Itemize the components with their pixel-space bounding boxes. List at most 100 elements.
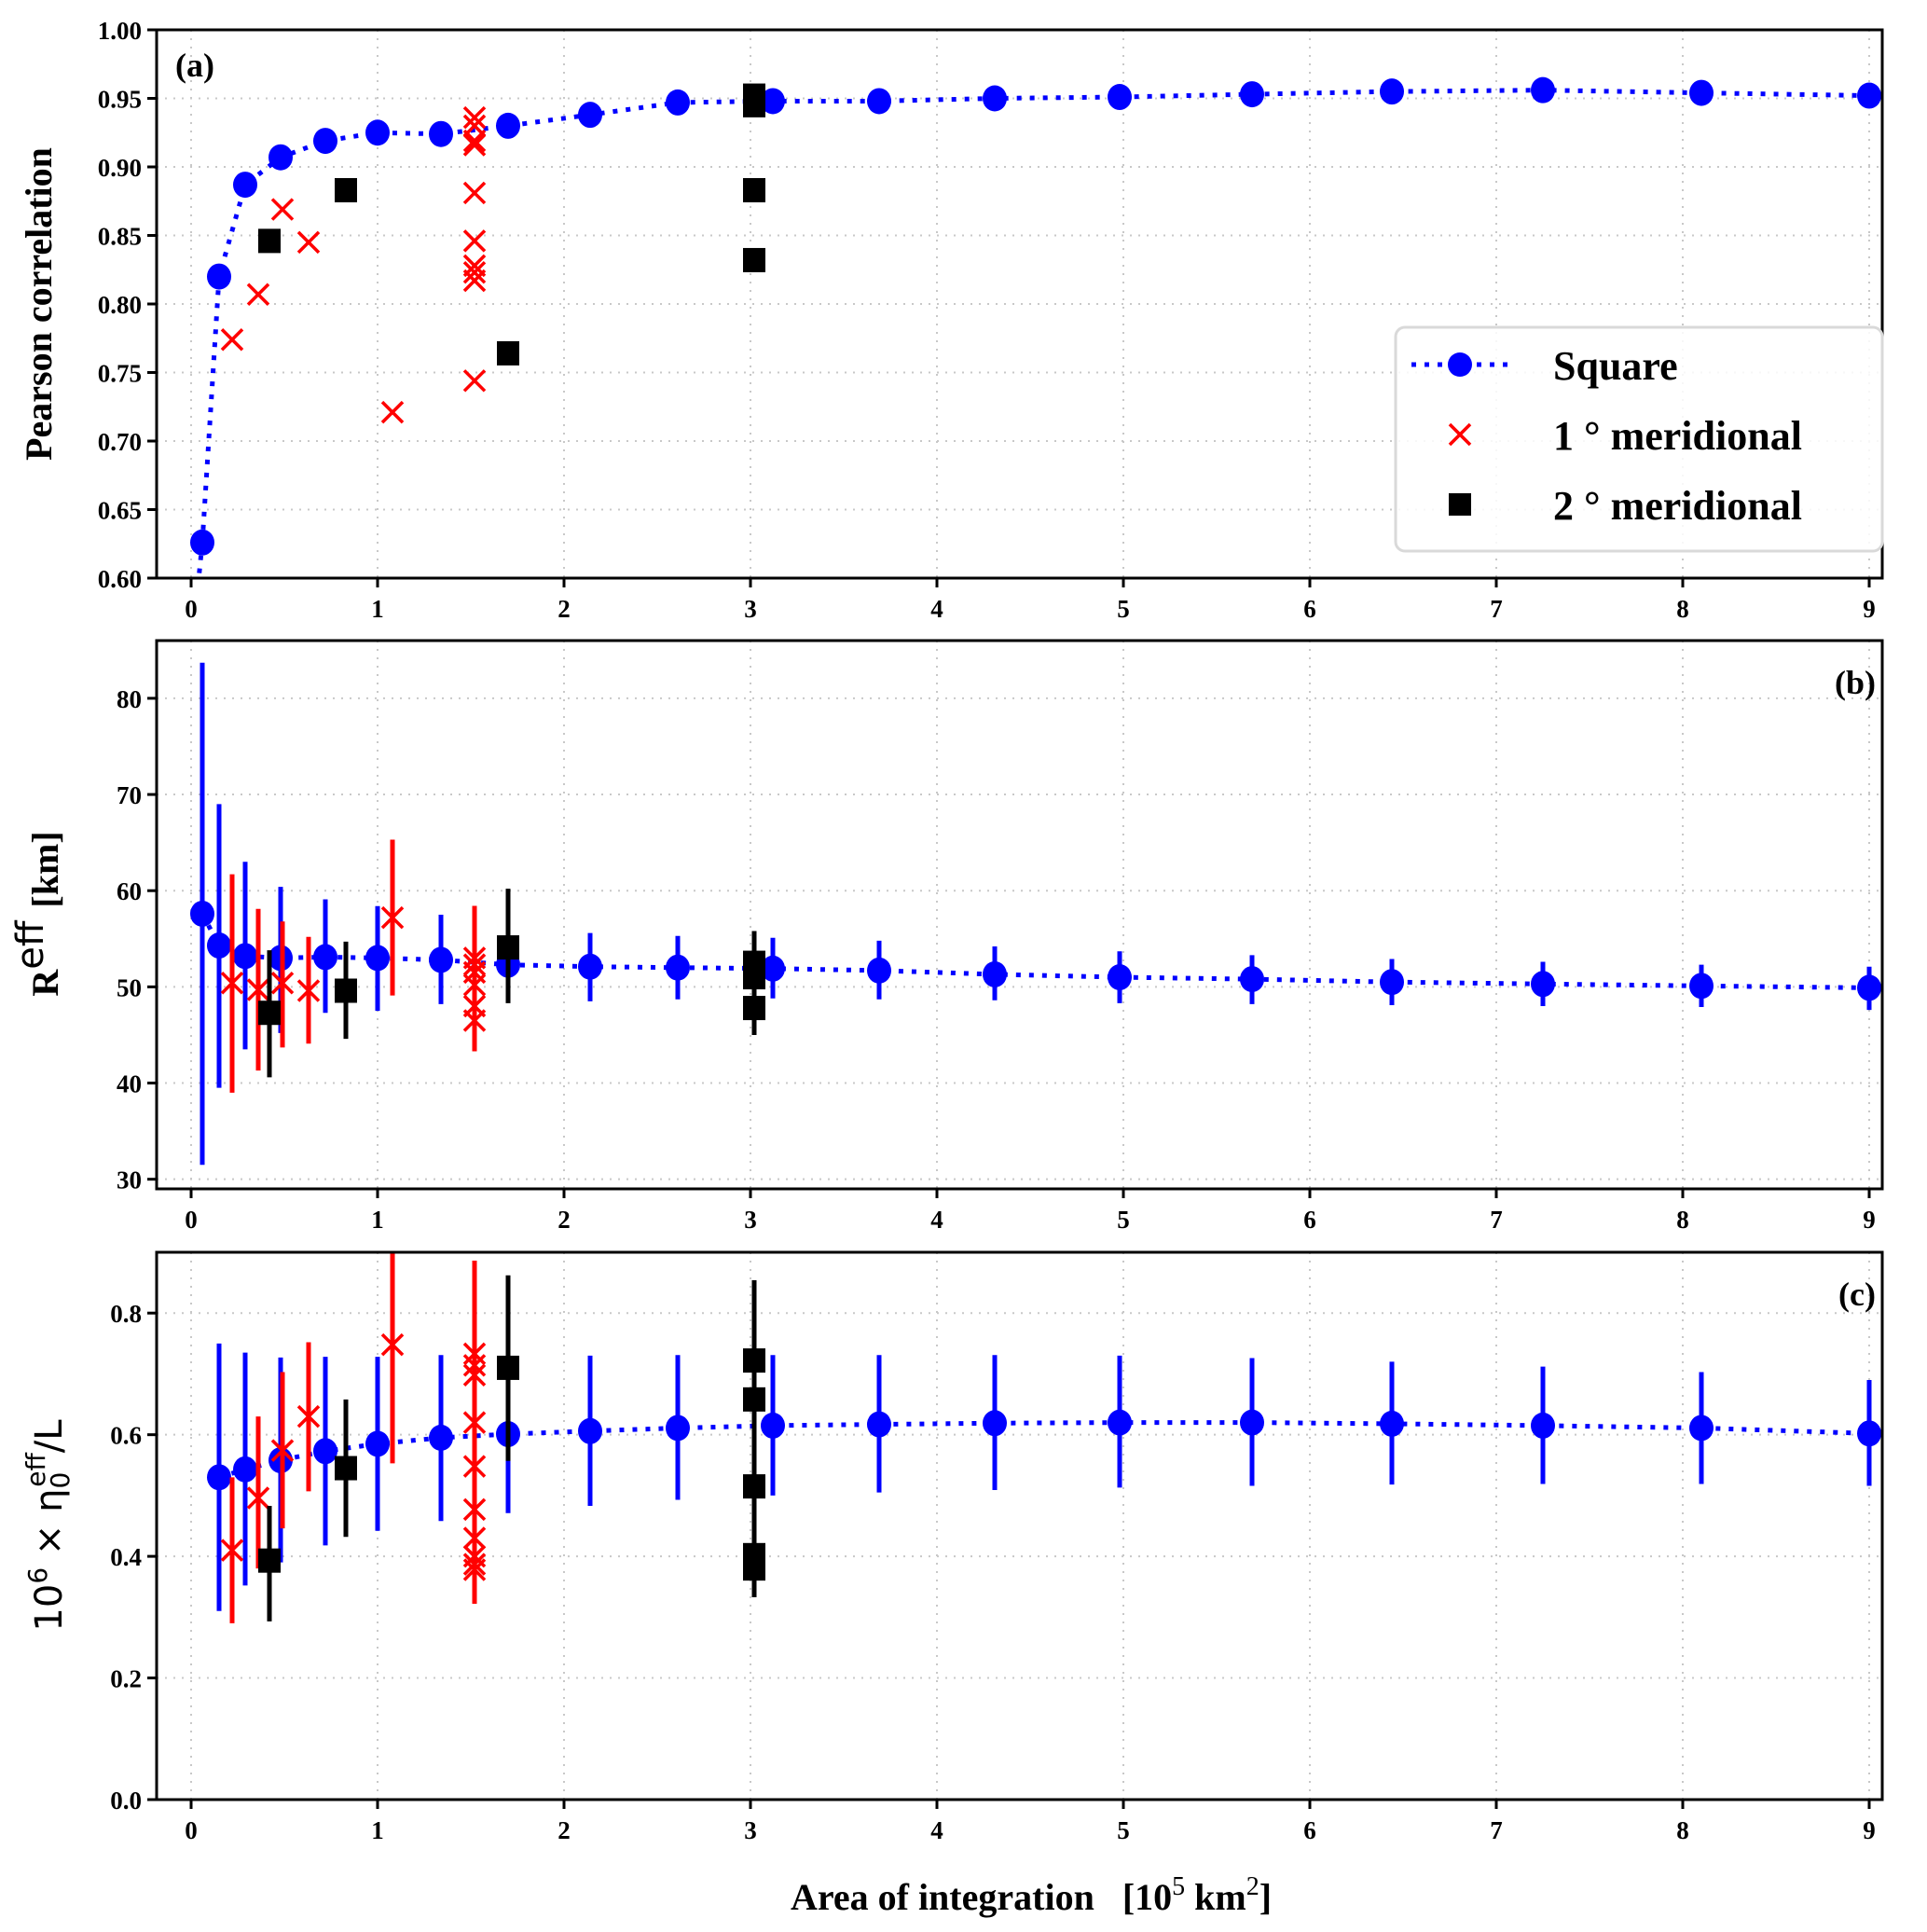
y-title-sub-0: 0 xyxy=(45,1472,76,1489)
data-point-circle xyxy=(313,128,337,155)
panel-c-data xyxy=(207,1252,1881,1623)
data-point-circle xyxy=(1857,1420,1881,1447)
x-stroke xyxy=(462,1497,487,1522)
data-point-x xyxy=(462,1411,487,1434)
panel-c-label: (c) xyxy=(1838,1276,1876,1313)
y-tick-label: 0.65 xyxy=(98,497,142,525)
x-stroke xyxy=(462,973,487,997)
data-point-circle xyxy=(429,120,453,147)
x-stroke xyxy=(462,1552,487,1576)
x-stroke xyxy=(296,1404,321,1428)
y-tick-label: 70 xyxy=(117,781,142,809)
panel-b-frame xyxy=(155,639,1884,1191)
x-stroke xyxy=(220,972,244,995)
data-point-x xyxy=(380,400,405,424)
data-point-circle xyxy=(1380,78,1404,105)
data-point-circle xyxy=(1240,1409,1264,1436)
x-tick-label: 4 xyxy=(930,595,943,623)
data-point-x xyxy=(220,327,244,352)
data-point-circle xyxy=(1689,79,1714,106)
x-stroke xyxy=(462,1526,487,1550)
x-tick-label: 2 xyxy=(557,1816,571,1844)
x-tick-label: 2 xyxy=(557,595,571,623)
data-point-circle xyxy=(578,102,602,129)
data-point-circle xyxy=(1380,1410,1404,1437)
series-square xyxy=(190,662,1881,1166)
y-title-sup-eff: eff xyxy=(21,1452,51,1486)
x-stroke xyxy=(462,1354,487,1377)
x-tick-label: 7 xyxy=(1490,1206,1503,1234)
x-stroke xyxy=(270,198,295,221)
data-point-circle xyxy=(1857,974,1881,1001)
data-point-square xyxy=(335,1456,357,1481)
panel-a-ticks: 0 1 2 3 4 5 6 7 8 9 0.60 0.65 0.70 0.75 0.80 0.85 0.90 0.… xyxy=(98,17,1876,623)
panel-c-grid xyxy=(157,1252,1882,1801)
data-point-circle xyxy=(1857,82,1881,109)
y-tick-label: 1.00 xyxy=(98,17,142,45)
data-point-square xyxy=(497,1355,519,1380)
data-point-circle xyxy=(207,1464,231,1491)
y-tick-label: 80 xyxy=(117,685,142,713)
x-tick-label: 1 xyxy=(371,595,384,623)
x-stroke xyxy=(380,400,405,424)
data-point-circle xyxy=(1380,969,1404,996)
x-stroke xyxy=(220,1539,244,1562)
x-tick-label: 1 xyxy=(371,1206,384,1234)
series-meridional_1deg xyxy=(220,105,487,424)
svg-text:Reff[km]: Reff [km] xyxy=(9,831,66,996)
series-meridional_2deg xyxy=(258,1275,765,1622)
data-point-circle xyxy=(761,1412,785,1439)
y-tick-label: 0.8 xyxy=(110,1300,142,1328)
data-point-square xyxy=(743,92,765,117)
data-point-circle xyxy=(365,945,390,972)
data-point-square xyxy=(335,978,357,1003)
data-point-circle xyxy=(867,88,891,115)
x-axis-title: Area of integration [105 km2] xyxy=(791,1872,1272,1918)
data-point-x xyxy=(462,269,487,293)
data-point-x xyxy=(462,181,487,205)
x-tick-label: 3 xyxy=(744,1206,757,1234)
data-point-x xyxy=(462,229,487,253)
series-meridional_1deg xyxy=(220,839,487,1093)
data-point-x xyxy=(462,973,487,997)
legend-x-marker-icon xyxy=(1448,422,1472,447)
data-point-circle xyxy=(233,943,257,970)
data-point-circle xyxy=(313,1438,337,1465)
series-meridional_1deg xyxy=(220,1252,487,1623)
x-tick-label: 0 xyxy=(185,595,198,623)
data-point-x xyxy=(296,979,321,1002)
series-meridional_2deg xyxy=(258,83,765,366)
data-point-circle xyxy=(983,85,1007,112)
data-point-circle xyxy=(207,932,231,959)
x-tick-label: 4 xyxy=(930,1206,943,1234)
data-point-circle xyxy=(190,900,214,927)
x-stroke xyxy=(462,953,487,976)
legend: Square 1 ° meridional 2 ° meridional xyxy=(1394,325,1884,553)
x-tick-label: 6 xyxy=(1303,1816,1316,1844)
legend-entry-1deg-meridional: 1 ° meridional xyxy=(1448,413,1802,459)
x-stroke xyxy=(462,1411,487,1434)
panel-b-label: (b) xyxy=(1835,664,1876,701)
data-point-x xyxy=(462,133,487,157)
data-point-circle xyxy=(365,119,390,146)
legend-entry-square: Square xyxy=(1411,343,1678,389)
legend-box xyxy=(1394,325,1884,553)
x-stroke xyxy=(246,1486,270,1510)
y-title-sup-eff: eff xyxy=(9,919,52,970)
legend-label-square: Square xyxy=(1553,343,1678,389)
x-stroke xyxy=(246,978,270,1001)
x-tick-label: 3 xyxy=(744,595,757,623)
data-point-circle xyxy=(578,1417,602,1444)
data-point-x xyxy=(380,1332,405,1357)
svg-text:Area of integration [105 km2: Area of integration [105 km2] xyxy=(791,1872,1272,1918)
data-point-x xyxy=(462,105,487,130)
data-point-x xyxy=(246,978,270,1001)
x-tick-label: 3 xyxy=(744,1816,757,1844)
panel-c-y-axis-title: 106 × η0eff/L xyxy=(21,1419,76,1632)
y-tick-label: 0.4 xyxy=(110,1543,142,1571)
x-title-sup-2: 2 xyxy=(1246,1872,1259,1901)
data-point-circle xyxy=(1240,966,1264,993)
x-title-km: km xyxy=(1185,1876,1246,1918)
data-point-square xyxy=(497,935,519,960)
data-point-circle xyxy=(666,1414,690,1442)
